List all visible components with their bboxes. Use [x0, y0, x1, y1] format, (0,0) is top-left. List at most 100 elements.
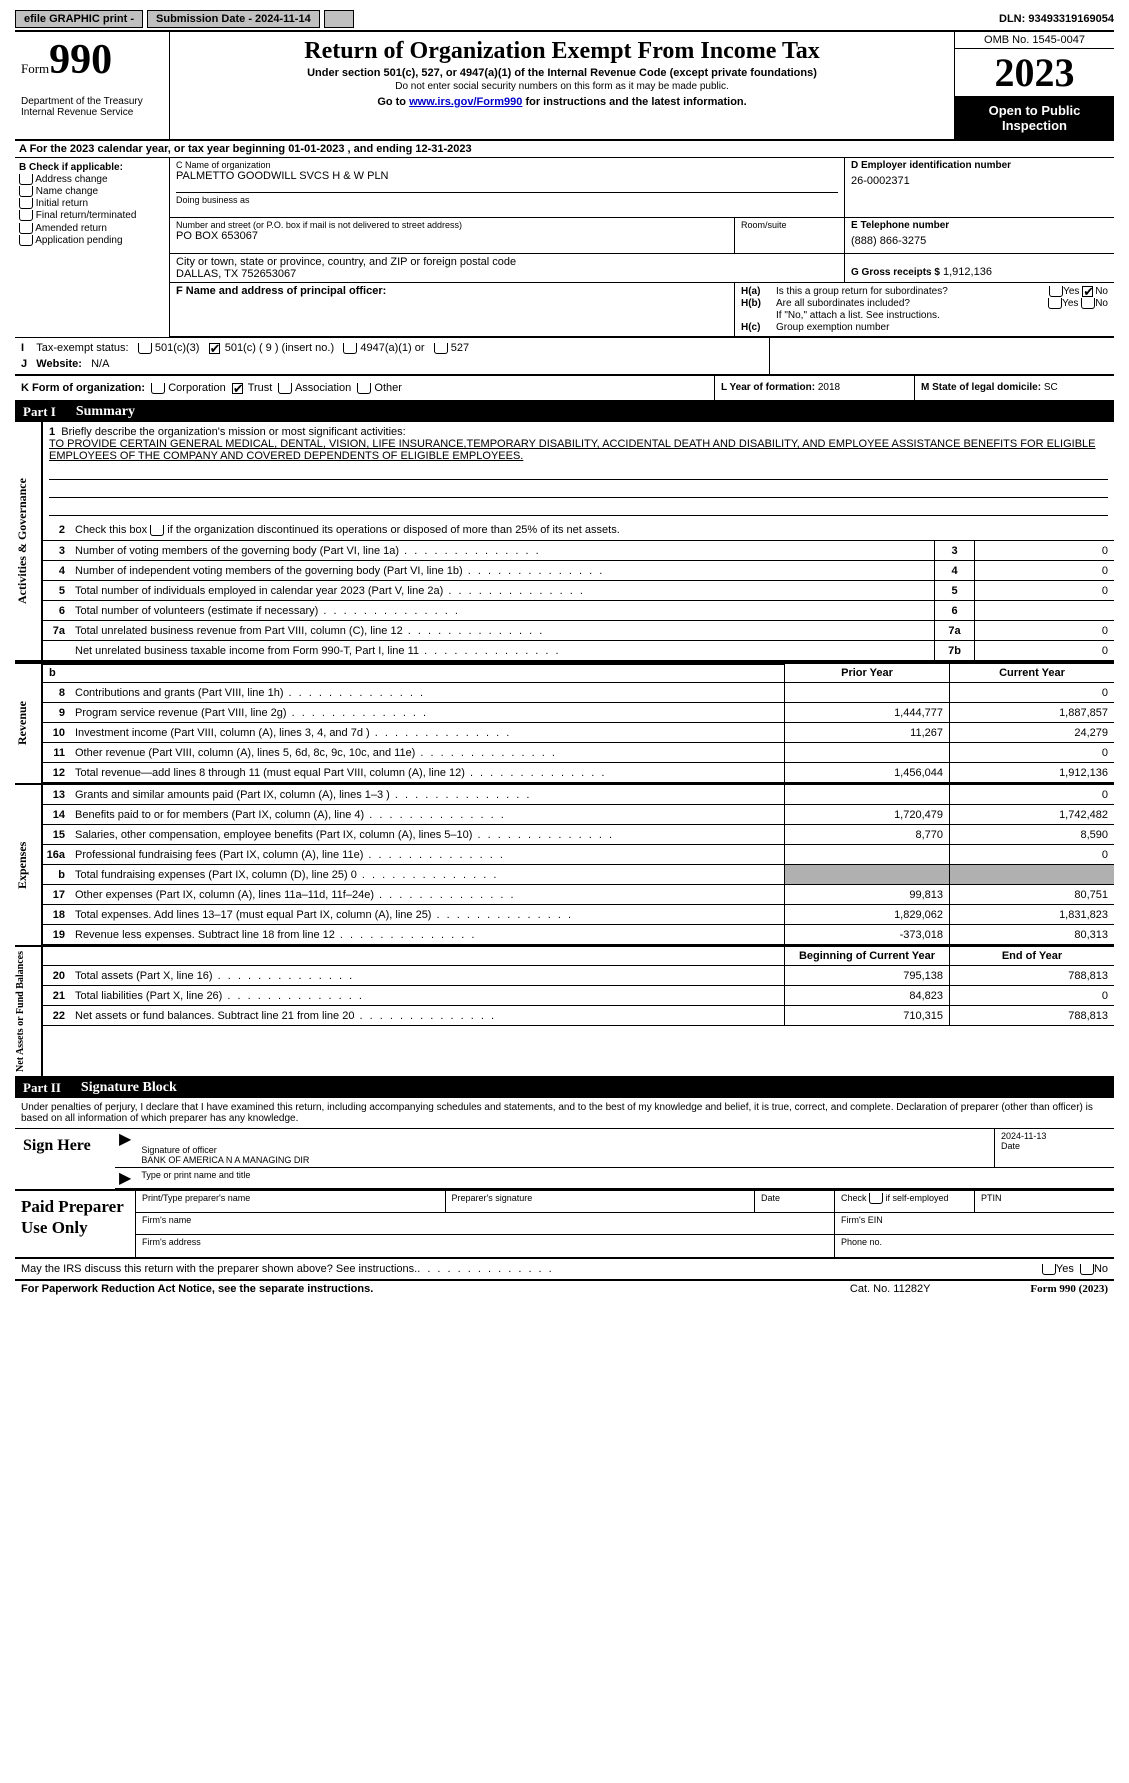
arrow-icon: ▶	[115, 1168, 135, 1188]
summary-line: 4Number of independent voting members of…	[43, 560, 1114, 580]
chk-self-employed[interactable]	[869, 1193, 883, 1204]
fin-line: 22Net assets or fund balances. Subtract …	[43, 1006, 1114, 1026]
officer-label: F Name and address of principal officer:	[176, 285, 386, 297]
inspection-badge: Open to Public Inspection	[955, 97, 1114, 139]
part1-header: Part I Summary	[15, 402, 1114, 422]
phone-value: (888) 866-3275	[851, 231, 1108, 251]
current-year-header: Current Year	[949, 664, 1114, 682]
ein-value: 26-0002371	[851, 171, 1108, 191]
chk-initial-return[interactable]	[19, 198, 33, 209]
chk-address-change[interactable]	[19, 174, 33, 185]
chk-app-pending[interactable]	[19, 235, 33, 246]
fin-line: 9Program service revenue (Part VIII, lin…	[43, 703, 1114, 723]
fin-line: bTotal fundraising expenses (Part IX, co…	[43, 865, 1114, 885]
discuss-yes[interactable]	[1042, 1264, 1056, 1275]
fin-line: 13Grants and similar amounts paid (Part …	[43, 785, 1114, 805]
city-label: City or town, state or province, country…	[176, 256, 838, 268]
blank-button[interactable]	[324, 10, 354, 28]
org-name: PALMETTO GOODWILL SVCS H & W PLN	[176, 170, 838, 182]
discuss-no[interactable]	[1080, 1264, 1094, 1275]
top-bar: efile GRAPHIC print - Submission Date - …	[15, 10, 1114, 32]
chk-final-return[interactable]	[19, 210, 33, 221]
chk-other[interactable]	[357, 383, 371, 394]
fin-line: 14Benefits paid to or for members (Part …	[43, 805, 1114, 825]
chk-501c3[interactable]	[138, 343, 152, 354]
gross-value: 1,912,136	[943, 266, 992, 278]
dln-text: DLN: 93493319169054	[999, 13, 1114, 25]
fin-line: 10Investment income (Part VIII, column (…	[43, 723, 1114, 743]
header-title: Return of Organization Exempt From Incom…	[178, 38, 946, 65]
end-year-header: End of Year	[949, 947, 1114, 965]
addr-value: PO BOX 653067	[176, 230, 728, 242]
fin-line: 15Salaries, other compensation, employee…	[43, 825, 1114, 845]
fin-line: 8Contributions and grants (Part VIII, li…	[43, 683, 1114, 703]
summary-line: 6Total number of volunteers (estimate if…	[43, 600, 1114, 620]
irs-link[interactable]: www.irs.gov/Form990	[409, 96, 522, 108]
ha-yes[interactable]	[1049, 286, 1063, 297]
dba-label: Doing business as	[176, 192, 838, 205]
form-number: 990	[49, 37, 112, 83]
omb-number: OMB No. 1545-0047	[955, 32, 1114, 49]
gross-label: G Gross receipts $	[851, 267, 940, 278]
header-goto: Go to www.irs.gov/Form990 for instructio…	[178, 96, 946, 108]
prior-year-header: Prior Year	[784, 664, 949, 682]
fin-line: 21Total liabilities (Part X, line 26)84,…	[43, 986, 1114, 1006]
chk-assoc[interactable]	[278, 383, 292, 394]
efile-print-button[interactable]: efile GRAPHIC print -	[15, 10, 143, 28]
phone-label: E Telephone number	[851, 220, 1108, 231]
tax-year: 2023	[955, 49, 1114, 97]
page-footer: For Paperwork Reduction Act Notice, see …	[15, 1281, 1114, 1297]
fin-line: 19Revenue less expenses. Subtract line 1…	[43, 925, 1114, 945]
fin-line: 11Other revenue (Part VIII, column (A), …	[43, 743, 1114, 763]
chk-527[interactable]	[434, 343, 448, 354]
vtab-expenses: Expenses	[15, 785, 43, 945]
sig-date: 2024-11-13	[1001, 1131, 1108, 1141]
info-grid: A For the 2023 calendar year, or tax yea…	[15, 141, 1114, 402]
addr-label: Number and street (or P.O. box if mail i…	[176, 220, 728, 230]
dept-text: Department of the Treasury Internal Reve…	[21, 96, 163, 118]
revenue-section: Revenue b Prior Year Current Year 8Contr…	[15, 662, 1114, 783]
arrow-icon: ▶	[115, 1129, 135, 1167]
header-subtitle: Under section 501(c), 527, or 4947(a)(1)…	[178, 67, 946, 79]
fin-line: 16aProfessional fundraising fees (Part I…	[43, 845, 1114, 865]
chk-corp[interactable]	[151, 383, 165, 394]
ein-label: D Employer identification number	[851, 160, 1108, 171]
officer-name: BANK OF AMERICA N A MANAGING DIR	[141, 1155, 988, 1165]
chk-name-change[interactable]	[19, 186, 33, 197]
city-value: DALLAS, TX 752653067	[176, 268, 838, 280]
vtab-revenue: Revenue	[15, 664, 43, 783]
header-note: Do not enter social security numbers on …	[178, 81, 946, 92]
vtab-net-assets: Net Assets or Fund Balances	[15, 947, 43, 1076]
room-label: Room/suite	[734, 218, 844, 253]
paid-preparer-block: Paid Preparer Use Only Print/Type prepar…	[15, 1191, 1114, 1259]
form-header: Form990 Department of the Treasury Inter…	[15, 32, 1114, 141]
begin-year-header: Beginning of Current Year	[784, 947, 949, 965]
vtab-governance: Activities & Governance	[15, 422, 43, 660]
chk-trust[interactable]	[232, 383, 243, 394]
chk-discontinued[interactable]	[150, 525, 164, 536]
sig-declaration: Under penalties of perjury, I declare th…	[15, 1098, 1114, 1129]
submission-date-button[interactable]: Submission Date - 2024-11-14	[147, 10, 320, 28]
expenses-section: Expenses 13Grants and similar amounts pa…	[15, 783, 1114, 945]
form-label: Form	[21, 61, 49, 76]
summary-line: 3Number of voting members of the governi…	[43, 540, 1114, 560]
summary-line: Net unrelated business taxable income fr…	[43, 640, 1114, 660]
activities-governance-section: Activities & Governance 1 Briefly descri…	[15, 422, 1114, 662]
chk-amended[interactable]	[19, 223, 33, 234]
chk-4947[interactable]	[343, 343, 357, 354]
fin-line: 17Other expenses (Part IX, column (A), l…	[43, 885, 1114, 905]
part2-header: Part II Signature Block	[15, 1078, 1114, 1098]
sign-here-block: Sign Here ▶ Signature of officer BANK OF…	[15, 1129, 1114, 1191]
summary-line: 7aTotal unrelated business revenue from …	[43, 620, 1114, 640]
fin-line: 12Total revenue—add lines 8 through 11 (…	[43, 763, 1114, 783]
net-assets-section: Net Assets or Fund Balances Beginning of…	[15, 945, 1114, 1078]
discuss-line: May the IRS discuss this return with the…	[15, 1259, 1114, 1281]
chk-501c[interactable]	[209, 343, 220, 354]
section-b: B Check if applicable: Address change Na…	[15, 158, 170, 337]
ha-no[interactable]	[1082, 286, 1093, 297]
org-name-label: C Name of organization	[176, 160, 838, 170]
mission-text: TO PROVIDE CERTAIN GENERAL MEDICAL, DENT…	[49, 438, 1108, 462]
hb-yes[interactable]	[1048, 298, 1062, 309]
fin-line: 20Total assets (Part X, line 16)795,1387…	[43, 966, 1114, 986]
fin-line: 18Total expenses. Add lines 13–17 (must …	[43, 905, 1114, 925]
